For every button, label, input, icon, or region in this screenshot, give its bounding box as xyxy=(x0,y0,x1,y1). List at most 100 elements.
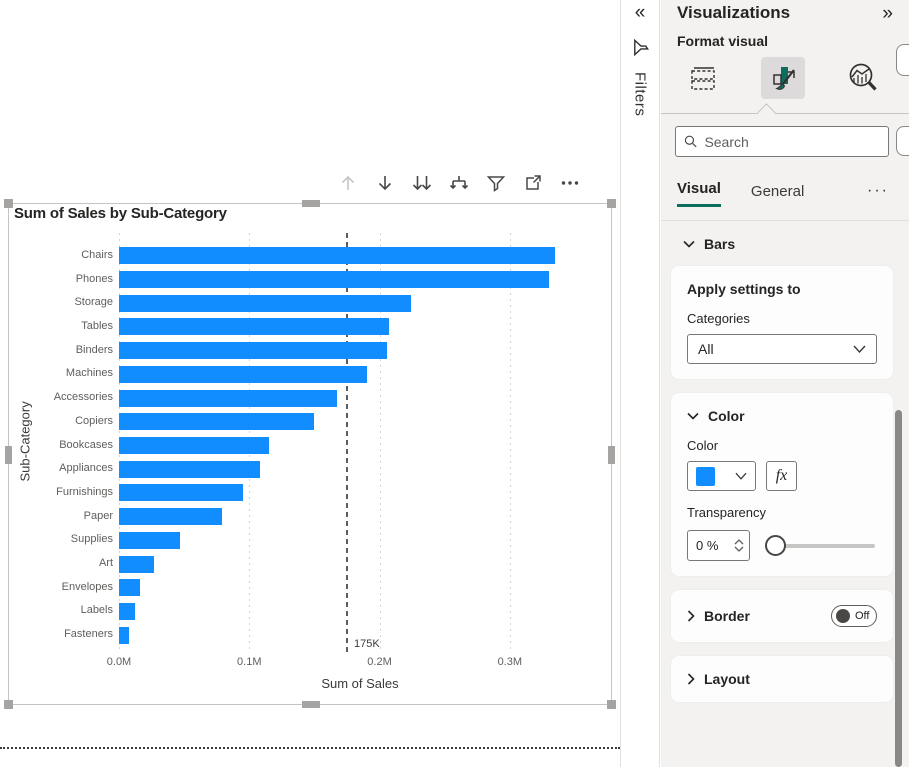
category-label: Phones xyxy=(75,272,113,285)
categories-dropdown-value: All xyxy=(698,341,714,357)
focus-mode-icon[interactable] xyxy=(522,172,544,194)
bar-labels[interactable] xyxy=(119,602,136,620)
category-label: Fasteners xyxy=(64,628,113,641)
tab-general[interactable]: General xyxy=(750,183,805,200)
category-label: Tables xyxy=(81,319,113,332)
go-to-next-level-icon[interactable] xyxy=(411,172,433,194)
bar-tables[interactable] xyxy=(119,318,389,336)
bar-paper[interactable] xyxy=(119,508,222,526)
chevron-down-icon xyxy=(853,345,866,353)
offscreen-pane-edge xyxy=(896,44,909,76)
bar-chart-visual[interactable]: Sum of Sales by Sub-Category 0.0M 0.1M 0.2… xyxy=(4,199,616,709)
resize-handle-bottom-right[interactable] xyxy=(607,700,616,709)
transparency-label: Transparency xyxy=(687,505,766,520)
x-axis-tick-label: 0.0M xyxy=(106,656,132,668)
reference-line-label: 175K xyxy=(353,638,380,650)
offscreen-pane-edge xyxy=(896,126,909,156)
fx-conditional-formatting-button[interactable]: fx xyxy=(766,461,797,491)
reference-line[interactable] xyxy=(345,233,348,653)
bar-art[interactable] xyxy=(119,555,155,573)
x-axis-tick-label: 0.1M xyxy=(237,656,262,668)
format-visual-icon[interactable] xyxy=(761,57,805,99)
bar-chairs[interactable] xyxy=(119,247,556,265)
transparency-slider[interactable] xyxy=(765,534,877,557)
category-label: Bookcases xyxy=(59,438,113,451)
color-label: Color xyxy=(687,438,719,453)
bar-supplies[interactable] xyxy=(119,531,181,549)
border-label: Border xyxy=(704,608,750,624)
category-label: Labels xyxy=(80,604,113,617)
bar-copiers[interactable] xyxy=(119,413,315,431)
search-icon xyxy=(684,135,697,148)
expand-all-down-icon[interactable] xyxy=(448,172,470,194)
format-visual-heading: Format visual xyxy=(677,33,769,49)
tab-visual[interactable]: Visual xyxy=(677,180,721,207)
y-axis-title: Sub-Category xyxy=(17,401,33,482)
bar-furnishings[interactable] xyxy=(119,484,243,502)
resize-handle-middle-left[interactable] xyxy=(5,446,12,464)
resize-handle-top-right[interactable] xyxy=(607,199,616,208)
bar-machines[interactable] xyxy=(119,365,367,383)
border-toggle[interactable]: Off xyxy=(831,605,877,627)
section-color[interactable]: Color xyxy=(687,408,877,424)
x-axis-tick-label: 0.2M xyxy=(367,656,392,668)
bar-storage[interactable] xyxy=(119,294,411,312)
filter-icon[interactable] xyxy=(485,172,507,194)
category-label: Chairs xyxy=(81,248,113,261)
spinner-up-icon[interactable] xyxy=(734,539,744,545)
bar-accessories[interactable] xyxy=(119,389,337,407)
bar-phones[interactable] xyxy=(119,271,549,289)
category-label: Art xyxy=(98,557,113,570)
chevron-down-icon xyxy=(683,240,695,248)
expand-filters-icon[interactable]: « xyxy=(634,2,646,23)
search-input[interactable] xyxy=(704,133,880,150)
chevron-right-icon xyxy=(687,610,695,622)
page-boundary xyxy=(0,747,620,749)
expand-pane-icon[interactable]: » xyxy=(882,2,893,24)
border-card[interactable]: Border Off xyxy=(671,590,893,642)
filters-pane-label: Filters xyxy=(631,72,649,117)
category-label: Storage xyxy=(74,296,113,309)
category-label: Paper xyxy=(83,509,113,522)
resize-handle-top-middle[interactable] xyxy=(302,200,320,207)
filters-funnel-icon[interactable] xyxy=(631,38,650,62)
drill-up-icon[interactable] xyxy=(337,172,359,194)
drill-down-icon[interactable] xyxy=(374,172,396,194)
filters-pane-collapsed[interactable]: « Filters xyxy=(620,0,660,767)
tabs-separator xyxy=(661,220,909,221)
categories-label: Categories xyxy=(687,311,750,326)
resize-handle-middle-right[interactable] xyxy=(608,446,615,464)
color-picker-dropdown[interactable] xyxy=(687,461,756,491)
categories-dropdown[interactable]: All xyxy=(687,334,877,364)
section-bars[interactable]: Bars xyxy=(683,236,909,252)
layout-label: Layout xyxy=(704,671,750,687)
chevron-down-icon xyxy=(687,412,699,420)
transparency-value: 0 % xyxy=(696,538,719,553)
resize-handle-bottom-left[interactable] xyxy=(4,700,13,709)
analytics-icon[interactable] xyxy=(841,57,885,99)
category-label: Binders xyxy=(75,343,113,356)
tabs-more-icon[interactable]: ··· xyxy=(867,182,889,199)
bar-bookcases[interactable] xyxy=(119,437,269,454)
transparency-spinner[interactable]: 0 % xyxy=(687,530,750,561)
more-options-icon[interactable] xyxy=(559,172,581,194)
slider-handle[interactable] xyxy=(765,534,786,556)
pane-tool-switcher xyxy=(681,55,885,101)
spinner-down-icon[interactable] xyxy=(734,546,744,552)
color-swatch xyxy=(696,466,715,486)
chevron-down-icon xyxy=(735,472,747,480)
bar-appliances[interactable] xyxy=(119,460,260,478)
bar-binders[interactable] xyxy=(119,342,388,360)
build-visual-icon[interactable] xyxy=(681,57,725,99)
pane-scrollbar-thumb[interactable] xyxy=(895,410,902,767)
toggle-state-label: Off xyxy=(855,610,870,622)
bar-envelopes[interactable] xyxy=(119,579,141,597)
category-label: Supplies xyxy=(70,533,113,546)
resize-handle-bottom-middle[interactable] xyxy=(302,701,320,708)
category-label: Envelopes xyxy=(61,580,113,593)
resize-handle-top-left[interactable] xyxy=(4,199,13,208)
bar-fasteners[interactable] xyxy=(119,626,130,644)
gridline xyxy=(379,233,381,653)
search-box[interactable] xyxy=(675,126,889,157)
layout-card[interactable]: Layout xyxy=(671,656,893,702)
